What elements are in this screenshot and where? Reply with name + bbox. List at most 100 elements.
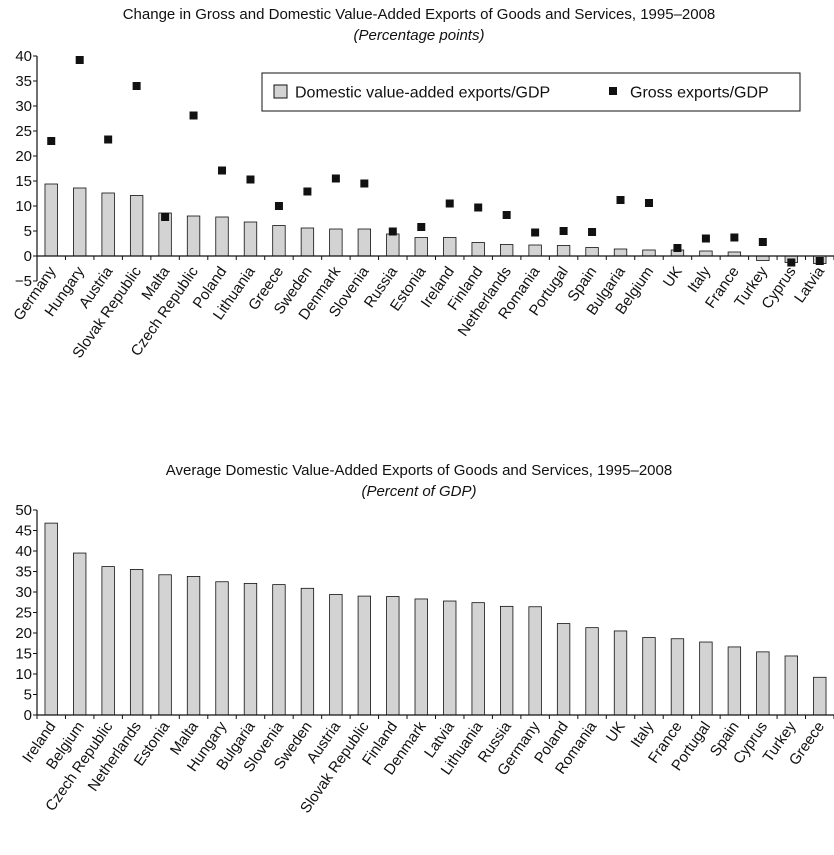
marker-hungary (75, 56, 84, 64)
legend-swatch-domestic (273, 84, 288, 99)
marker-greece (274, 202, 283, 210)
bar-bulgaria (243, 582, 258, 716)
bar-netherlands (499, 244, 514, 257)
bar-hungary (73, 187, 87, 257)
bar-belgium (642, 249, 656, 257)
y-tick-label: 40 (15, 48, 32, 65)
bar-greece (813, 676, 827, 716)
chart2-title: Average Domestic Value-Added Exports of … (166, 462, 672, 479)
y-tick-label: 35 (15, 564, 32, 581)
legend-label-domestic: Domestic value-added exports/GDP (295, 85, 550, 102)
marker-cyprus (787, 258, 796, 267)
bar-finland (386, 596, 400, 716)
bar-russia (499, 605, 514, 716)
bar-poland (215, 216, 229, 257)
marker-portugal (559, 227, 568, 235)
y-tick-label: 5 (24, 223, 32, 240)
bar-finland (471, 242, 485, 257)
y-tick-label: 40 (15, 543, 32, 560)
bar-uk (613, 630, 628, 716)
chart1-title: Change in Gross and Domestic Value-Added… (123, 6, 716, 23)
chart-average-exports: Average Domestic Value-Added Exports of … (15, 462, 834, 816)
chart1-legend: Domestic value-added exports/GDP Gross e… (261, 72, 801, 112)
marker-estonia (417, 223, 426, 231)
y-tick-label: 20 (15, 148, 32, 165)
legend-swatch-gross (609, 87, 617, 95)
bar-greece (272, 225, 286, 257)
bar-portugal (556, 245, 571, 257)
bar-spain (585, 247, 599, 257)
marker-malta (161, 213, 170, 221)
marker-finland (474, 203, 483, 212)
bar-romania (585, 627, 599, 716)
bar-france (670, 638, 685, 716)
bar-estonia (158, 574, 172, 716)
bar-russia (386, 233, 400, 257)
bar-ireland (44, 522, 58, 716)
y-tick-label: 15 (15, 646, 32, 663)
y-tick-label: 20 (15, 625, 32, 642)
marker-netherlands (502, 211, 511, 219)
marker-france (730, 233, 739, 242)
bar-slovenia (357, 228, 372, 257)
bar-romania (528, 244, 542, 257)
category-label: Latvia (791, 263, 828, 306)
bar-cyprus (756, 651, 770, 716)
bar-netherlands (129, 569, 144, 716)
chart-change-exports: Change in Gross and Domestic Value-Added… (10, 6, 834, 361)
y-tick-label: −5 (15, 273, 32, 290)
bar-austria (101, 192, 115, 257)
marker-italy (701, 234, 710, 243)
y-tick-label: 25 (15, 605, 32, 622)
marker-slovenia (360, 179, 369, 188)
bar-slovenia (272, 584, 286, 716)
y-tick-label: 45 (15, 523, 32, 540)
marker-uk (673, 244, 682, 252)
legend-label-gross: Gross exports/GDP (630, 85, 769, 102)
marker-austria (104, 135, 113, 144)
marker-ireland (445, 199, 454, 208)
marker-lithuania (246, 175, 255, 184)
y-tick-label: 0 (24, 707, 32, 724)
bar-bulgaria (613, 248, 628, 257)
bar-austria (329, 594, 343, 716)
y-tick-label: 30 (15, 584, 32, 601)
bar-turkey (756, 255, 770, 261)
marker-slovak-republic (132, 82, 141, 90)
bar-slovak-republic (357, 595, 372, 716)
marker-denmark (331, 174, 340, 183)
bar-germany (528, 606, 542, 716)
bar-ireland (443, 237, 457, 257)
bar-czech-republic (101, 566, 115, 716)
bar-denmark (329, 228, 343, 257)
marker-poland (218, 166, 227, 175)
marker-belgium (644, 199, 653, 207)
y-tick-label: 35 (15, 73, 32, 90)
bar-latvia (443, 600, 457, 716)
category-label: UK (660, 264, 686, 291)
bar-spain (727, 646, 742, 716)
bar-denmark (414, 598, 428, 716)
bar-germany (44, 183, 58, 257)
marker-germany (47, 137, 56, 145)
y-tick-label: 0 (24, 248, 32, 265)
y-tick-label: 25 (15, 123, 32, 140)
marker-czech-republic (189, 111, 198, 120)
y-tick-label: 10 (15, 666, 32, 683)
y-tick-label: 15 (15, 173, 32, 190)
category-label: UK (603, 719, 629, 746)
bar-portugal (699, 641, 713, 716)
marker-romania (531, 228, 540, 237)
bar-estonia (414, 237, 428, 257)
bar-poland (556, 623, 571, 716)
bar-malta (186, 576, 201, 716)
marker-spain (588, 228, 597, 236)
marker-turkey (758, 238, 767, 246)
bar-turkey (784, 655, 798, 716)
marker-sweden (303, 187, 312, 196)
bar-czech-republic (186, 215, 201, 257)
bar-lithuania (471, 602, 485, 716)
chart1-subtitle: (Percentage points) (354, 27, 485, 44)
bar-sweden (300, 587, 315, 716)
